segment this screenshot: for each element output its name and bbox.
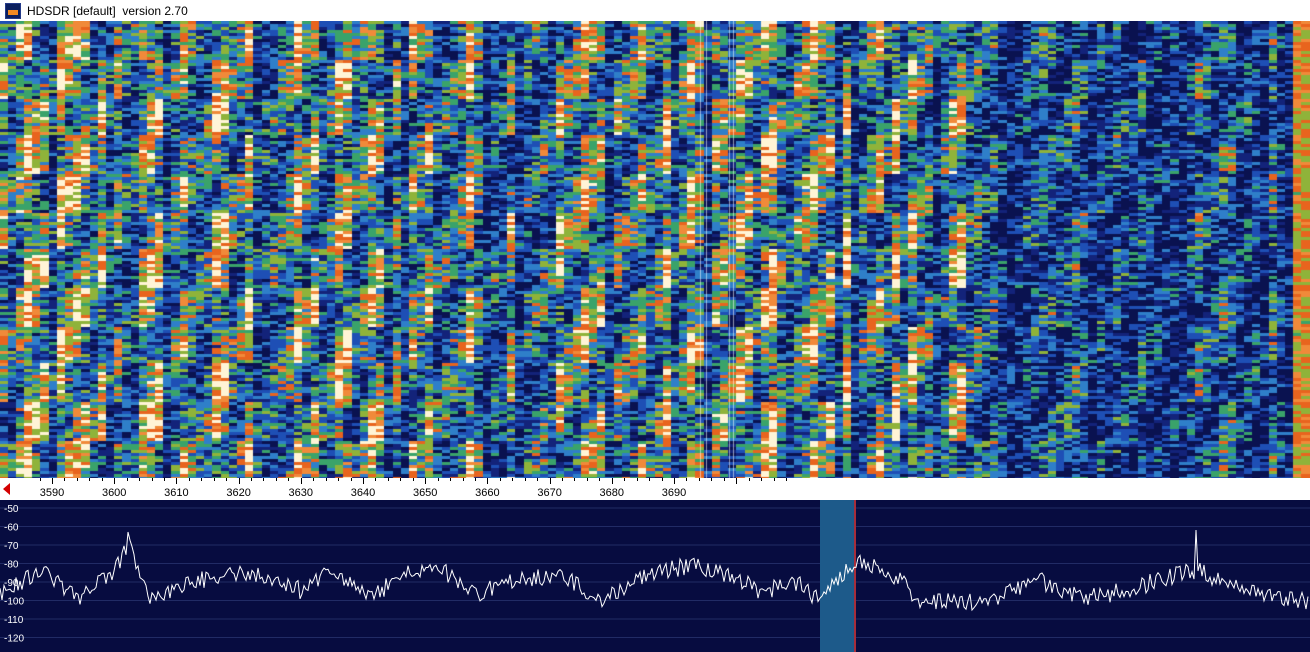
frequency-tick — [748, 478, 750, 481]
frequency-tick — [201, 478, 203, 481]
frequency-tick — [773, 478, 775, 481]
db-label: -70 — [4, 541, 19, 552]
frequency-tick — [499, 478, 501, 481]
frequency-label: 3660 — [475, 487, 500, 499]
frequency-tick — [711, 478, 713, 481]
frequency-tick — [624, 478, 626, 481]
db-label: -90 — [4, 578, 19, 589]
frequency-tick — [52, 478, 53, 484]
frequency-tick — [288, 478, 290, 481]
frequency-tick — [474, 478, 476, 481]
frequency-scale[interactable]: 3590 3600 3610 3620 3630 3640 3650 3660 3670 3680… — [0, 478, 1310, 500]
frequency-tick — [325, 478, 327, 481]
frequency-tick — [213, 478, 215, 481]
app-icon — [5, 2, 21, 19]
frequency-tick — [39, 478, 41, 481]
frequency-tick — [450, 478, 452, 481]
db-label: -100 — [4, 597, 24, 608]
frequency-tick — [338, 478, 340, 481]
frequency-tick — [649, 478, 651, 481]
frequency-tick — [586, 478, 588, 481]
frequency-tick — [114, 478, 116, 484]
frequency-tick — [350, 478, 352, 481]
frequency-tick — [437, 478, 439, 481]
db-label: -60 — [4, 523, 19, 534]
spectrum-display[interactable]: -50 -60 -70 -80 -90 -100 -110 -120 — [0, 500, 1310, 652]
db-label: -80 — [4, 560, 19, 571]
frequency-tick — [101, 478, 103, 481]
frequency-tick — [785, 478, 787, 481]
db-scale: -50 -60 -70 -80 -90 -100 -110 -120 — [4, 504, 24, 645]
frequency-tick — [226, 478, 228, 481]
frequency-tick — [64, 478, 66, 481]
frequency-tick — [723, 478, 725, 481]
frequency-label: 3640 — [350, 487, 376, 499]
frequency-tick — [574, 478, 576, 481]
frequency-tick — [636, 478, 638, 481]
db-label: -50 — [4, 504, 19, 515]
frequency-tick — [512, 478, 514, 481]
frequency-tick — [549, 478, 551, 484]
frequency-tick — [89, 478, 91, 481]
frequency-tick — [375, 478, 377, 481]
frequency-tick — [176, 478, 178, 484]
frequency-tick — [300, 478, 302, 484]
frequency-tick — [736, 478, 738, 484]
frequency-tick — [661, 478, 663, 481]
scroll-left-arrow-icon[interactable] — [3, 483, 10, 495]
waterfall-display[interactable] — [0, 21, 1310, 478]
frequency-tick — [400, 478, 402, 481]
frequency-tick — [313, 478, 315, 481]
frequency-label: 3620 — [226, 487, 251, 499]
frequency-label: 3650 — [412, 487, 438, 499]
frequency-tick — [686, 478, 688, 481]
frequency-tick — [698, 478, 700, 481]
frequency-tick — [537, 478, 539, 481]
frequency-label: 3600 — [101, 487, 127, 499]
db-label: -120 — [4, 634, 24, 645]
frequency-label: 3590 — [39, 487, 65, 499]
db-label: -110 — [4, 615, 24, 626]
filter-passband[interactable] — [820, 500, 856, 652]
frequency-tick — [263, 478, 265, 481]
frequency-tick — [275, 478, 277, 481]
frequency-tick — [425, 478, 427, 484]
frequency-tick — [126, 478, 128, 481]
frequency-label: 3670 — [537, 487, 562, 499]
frequency-tick — [674, 478, 675, 484]
frequency-tick — [151, 478, 153, 481]
frequency-tick — [163, 478, 165, 481]
frequency-tick — [487, 478, 489, 484]
frequency-tick — [761, 478, 763, 481]
frequency-tick — [599, 478, 601, 481]
frequency-tick — [251, 478, 253, 481]
window-title: HDSDR [default] version 2.70 — [27, 3, 188, 18]
frequency-tick — [139, 478, 141, 481]
frequency-tick — [412, 478, 414, 481]
frequency-tick — [188, 478, 190, 481]
spectrum-trace — [0, 529, 1309, 612]
frequency-label: 3690 — [661, 487, 687, 499]
frequency-tick — [238, 478, 240, 484]
frequency-tick — [524, 478, 526, 481]
frequency-tick — [363, 478, 364, 484]
frequency-tick — [462, 478, 464, 481]
title-bar: HDSDR [default] version 2.70 — [0, 0, 1310, 21]
frequency-tick — [76, 478, 78, 481]
frequency-tick — [387, 478, 389, 481]
frequency-tick — [611, 478, 613, 484]
spectrum-grid — [0, 507, 1310, 638]
frequency-tick — [562, 478, 564, 481]
frequency-label: 3610 — [164, 487, 189, 499]
frequency-label: 3630 — [288, 487, 314, 499]
frequency-label: 3680 — [599, 487, 625, 499]
